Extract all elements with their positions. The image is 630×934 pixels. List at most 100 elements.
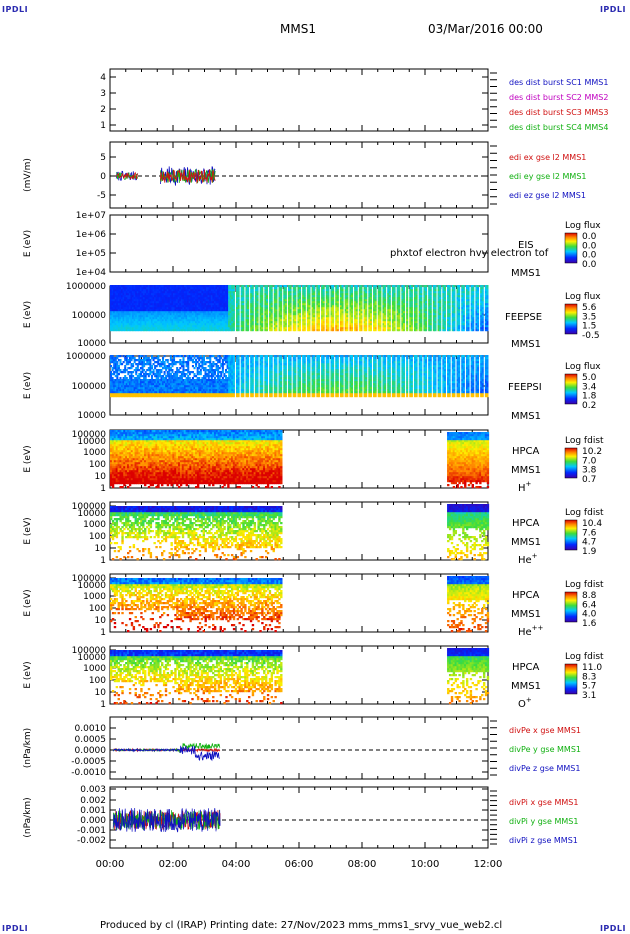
spectrogram-cell	[355, 311, 358, 314]
spectrogram-cell	[195, 311, 198, 314]
spectrogram-cell	[486, 321, 489, 324]
spectrogram-cell	[242, 299, 245, 302]
spectrogram-cell	[420, 325, 423, 328]
spectrogram-cell	[185, 321, 188, 324]
spectrogram-cell	[346, 303, 349, 306]
spectrogram-cell	[269, 289, 272, 292]
spectrogram-cell	[341, 325, 344, 328]
spectrogram-cell	[157, 289, 160, 292]
spectrogram-cell	[193, 299, 196, 302]
spectrogram-cell	[275, 305, 278, 308]
spectrogram-cell	[195, 299, 198, 302]
spectrogram-cell	[161, 301, 165, 304]
spectrogram-cell	[236, 285, 239, 288]
spectrogram-cell	[420, 323, 423, 326]
spectrogram-cell	[332, 289, 335, 292]
spectrogram-cell	[165, 329, 168, 332]
spectrogram-cell	[443, 287, 446, 290]
spectrogram-cell	[195, 325, 198, 328]
spectrogram-cell	[116, 361, 119, 364]
spectrogram-cell	[360, 287, 363, 290]
spectrogram-cell	[273, 313, 276, 316]
spectrogram-cell	[434, 313, 437, 316]
spectrogram-cell	[294, 311, 297, 314]
spectrogram-cell	[133, 289, 136, 292]
spectrogram-cell	[173, 287, 176, 290]
spectrogram-cell	[486, 299, 489, 302]
spectrogram-cell	[122, 307, 125, 310]
spectrogram-cell	[232, 325, 235, 328]
spectrogram-cell	[139, 313, 142, 316]
spectrogram-cell	[191, 289, 194, 292]
spectrogram-cell	[116, 377, 119, 380]
spectrogram-cell	[221, 301, 224, 304]
spectrogram-cell	[332, 325, 335, 328]
date-title: 03/Mar/2016 00:00	[428, 22, 543, 36]
spectrogram-cell	[215, 311, 218, 314]
spectrogram-cell	[448, 319, 451, 322]
spectrogram-cell	[443, 325, 446, 328]
spectrogram-cell	[163, 311, 166, 314]
spectrogram-cell	[393, 321, 396, 324]
spectrogram-cell	[161, 323, 165, 326]
spectrogram-cell	[193, 303, 196, 306]
spectrogram-cell	[302, 285, 305, 288]
spectrogram-cell	[110, 289, 113, 292]
spectrogram-cell	[180, 291, 183, 294]
spectrogram-cell	[228, 327, 231, 330]
spectrogram-cell	[369, 297, 372, 300]
spectrogram-cell	[231, 321, 234, 324]
spectrogram-cell	[130, 359, 133, 362]
spectrogram-cell	[207, 327, 210, 330]
spectrogram-cell	[256, 303, 259, 306]
spectrogram-cell	[453, 307, 456, 310]
spectrogram-cell	[410, 315, 413, 318]
spectrogram-cell	[247, 285, 250, 288]
spectrogram-cell	[198, 299, 201, 302]
spectrogram-cell	[292, 317, 295, 320]
spectrogram-cell	[128, 323, 131, 326]
spectrogram-cell	[133, 361, 136, 364]
spectrogram-cell	[299, 327, 302, 330]
spectrogram-cell	[251, 285, 254, 288]
spectrogram-cell	[308, 303, 311, 306]
spectrogram-cell	[297, 295, 300, 298]
spectrogram-cell	[147, 287, 150, 290]
spectrogram-cell	[119, 355, 122, 358]
y-tick-label: 1000000	[66, 282, 106, 292]
spectrogram-cell	[110, 313, 113, 316]
spectrogram-cell	[398, 325, 401, 328]
spectrogram-cell	[265, 317, 268, 320]
spectrogram-cell	[187, 311, 190, 314]
spectrogram-cell	[472, 321, 475, 324]
spectrogram-cell	[341, 297, 344, 300]
spectrogram-cell	[429, 325, 432, 328]
spectrogram-cell	[215, 291, 218, 294]
spectrogram-cell	[251, 315, 254, 318]
spectrogram-cell	[209, 323, 212, 326]
spectrogram-cell	[273, 309, 276, 312]
spectrogram-cell	[259, 291, 262, 294]
spectrogram-cell	[264, 297, 267, 300]
spectrogram-cell	[116, 305, 119, 308]
spectrogram-cell	[198, 305, 201, 308]
spectrogram-cell	[207, 291, 210, 294]
spectrogram-cell	[237, 297, 240, 300]
spectrogram-cell	[130, 377, 133, 380]
spectrogram-cell	[125, 327, 128, 330]
spectrogram-cell	[174, 293, 177, 296]
spectrogram-cell	[179, 287, 182, 290]
spectrogram-cell	[443, 327, 446, 330]
spectrogram-cell	[240, 325, 243, 328]
spectrogram-cell	[223, 321, 226, 324]
spectrogram-cell	[113, 285, 116, 288]
spectrogram-cell	[374, 311, 377, 314]
spectrogram-cell	[259, 285, 262, 288]
spectrogram-cell	[146, 325, 149, 328]
spectrogram-cell	[198, 297, 201, 300]
spectrogram-cell	[245, 291, 248, 294]
spectrogram-cell	[138, 329, 141, 332]
spectrogram-cell	[173, 329, 176, 332]
spectrogram-cell	[360, 317, 363, 320]
spectrogram-cell	[206, 301, 209, 304]
